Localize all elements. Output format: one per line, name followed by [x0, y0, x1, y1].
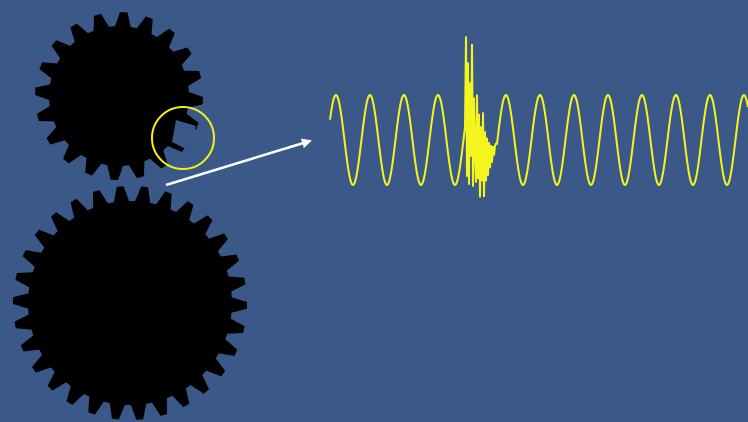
arrow: [165, 138, 312, 187]
large-gear: [13, 186, 247, 420]
small-gear: [35, 12, 203, 180]
defect-highlight: [151, 106, 215, 170]
vibration-signal: [329, 36, 748, 198]
gears: [13, 12, 247, 420]
gear-defect: [172, 120, 196, 150]
